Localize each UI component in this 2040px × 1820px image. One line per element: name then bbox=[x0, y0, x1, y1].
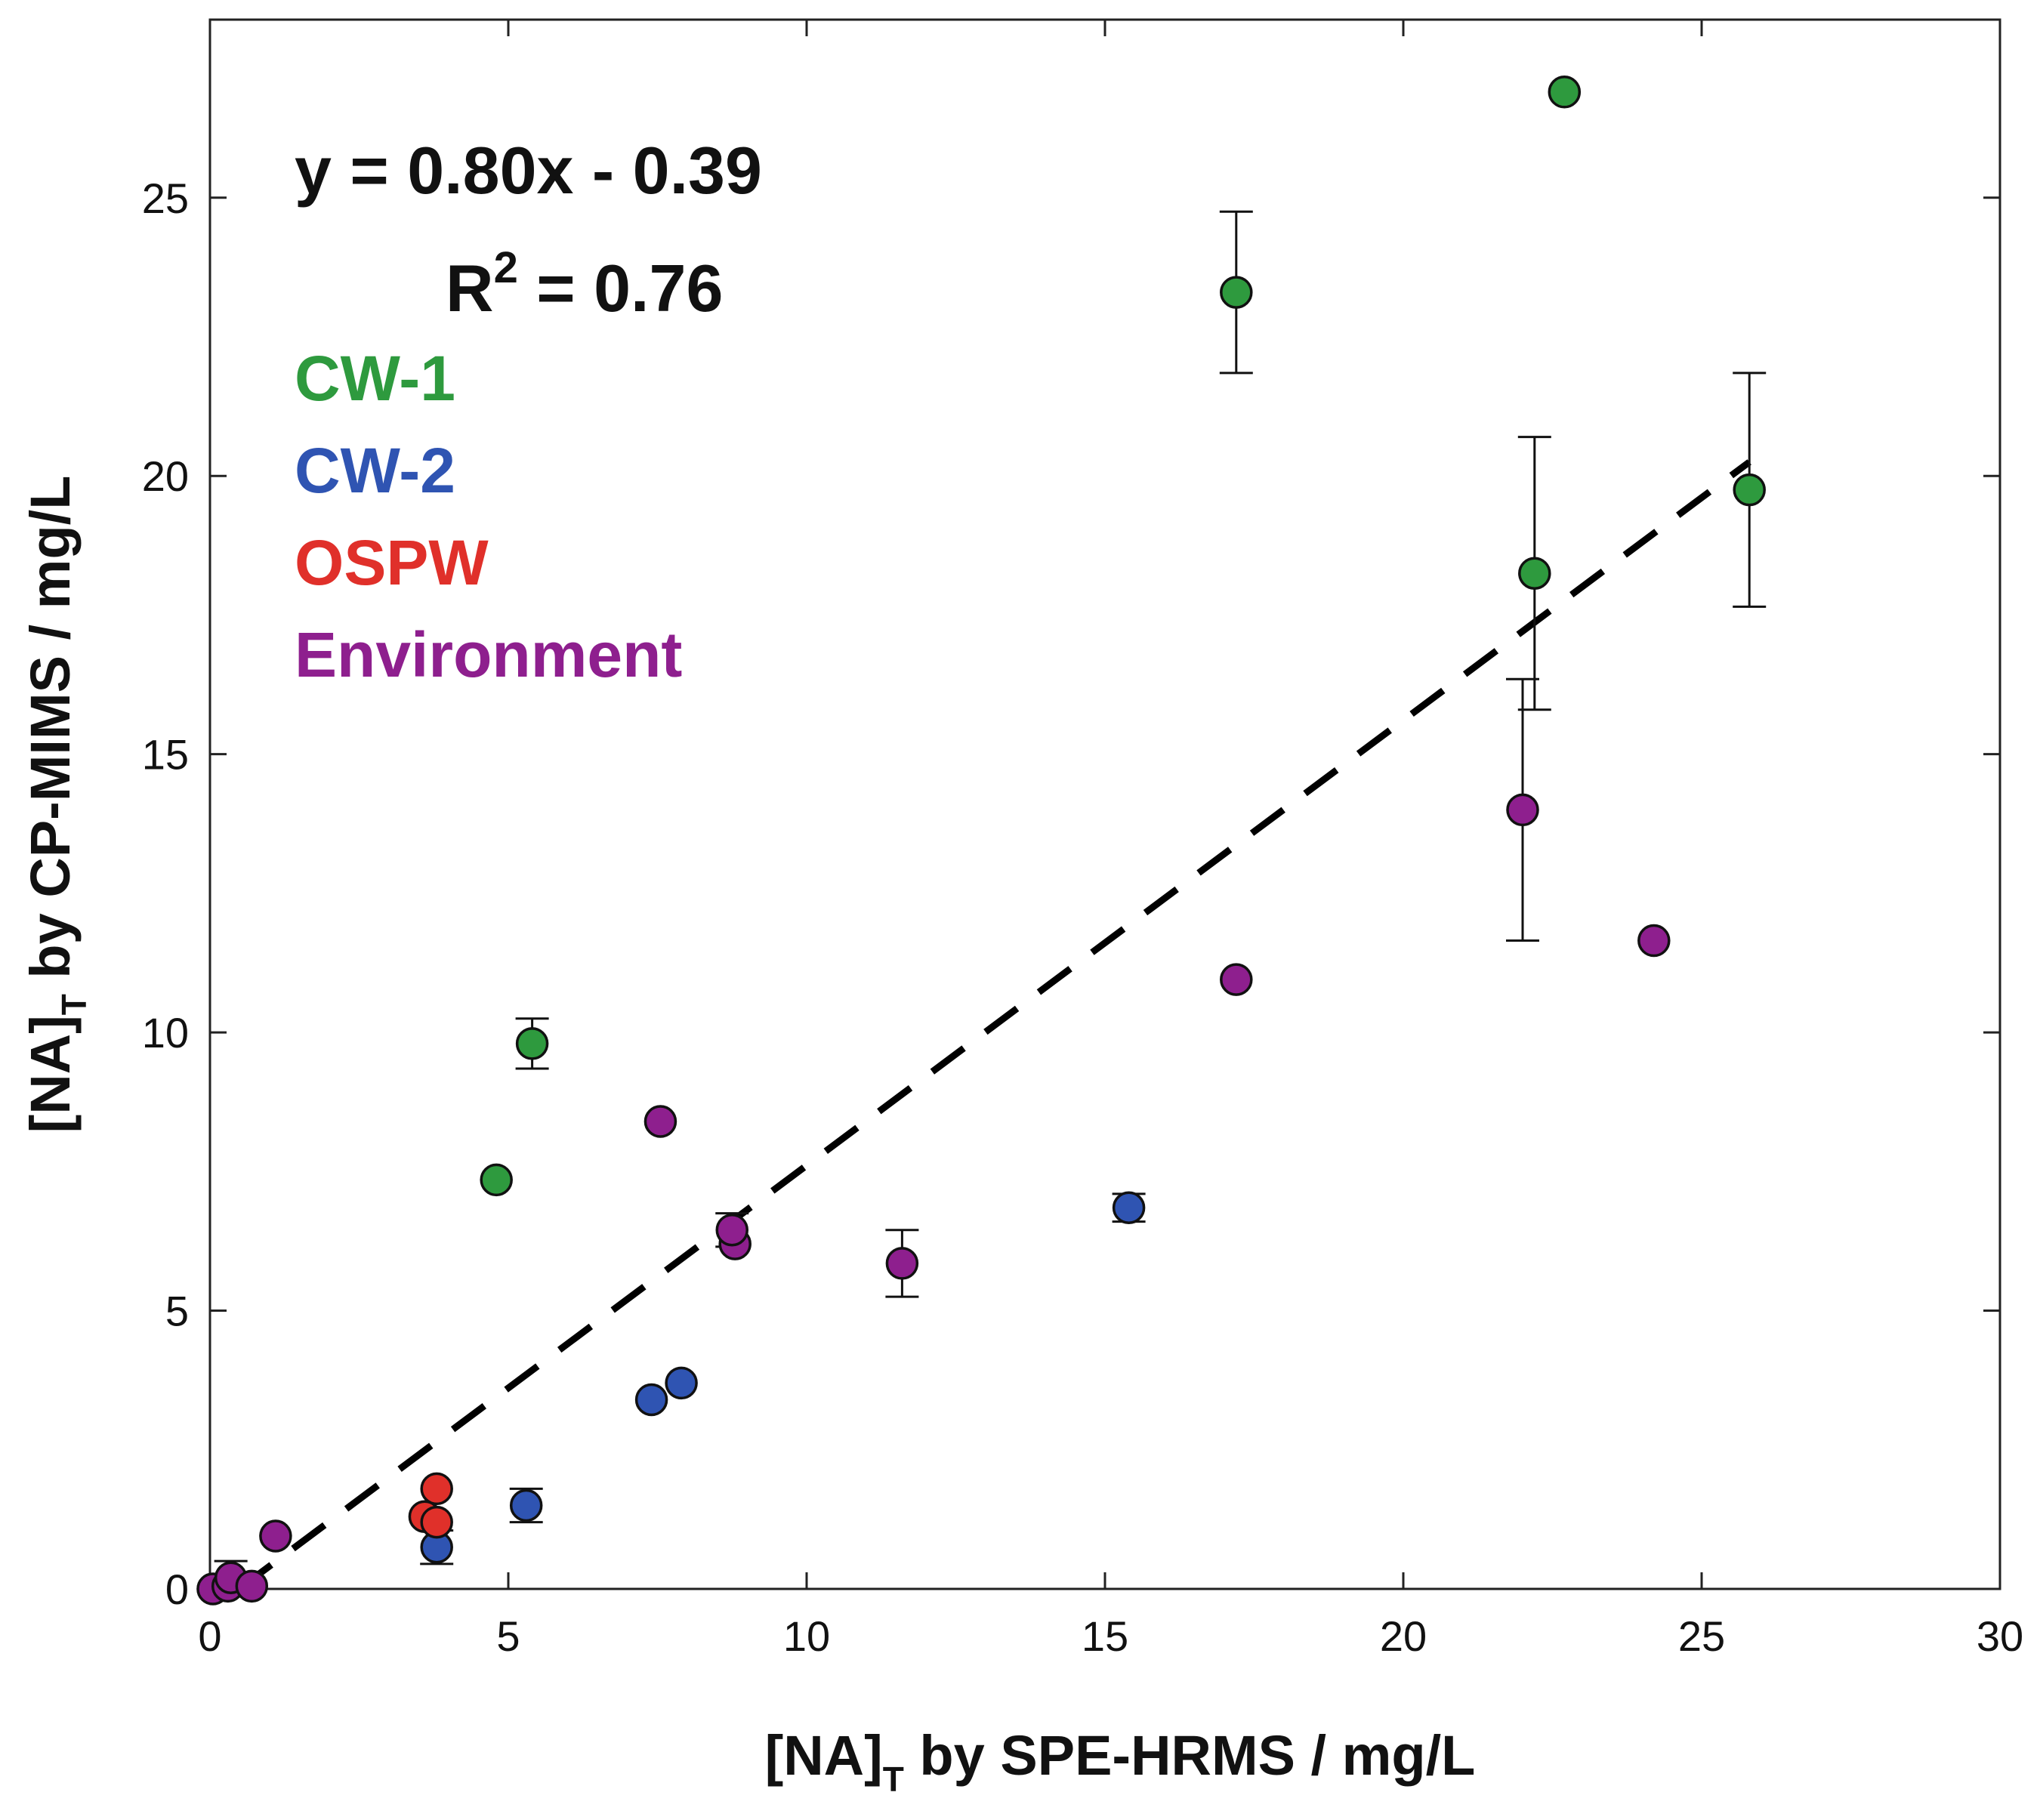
y-tick-label: 10 bbox=[142, 1009, 189, 1057]
y-tick-label: 15 bbox=[142, 731, 189, 779]
data-point-cw-1 bbox=[1220, 276, 1253, 309]
legend-entry-ospw: OSPW bbox=[295, 527, 489, 598]
y-tick-label: 5 bbox=[165, 1288, 189, 1335]
y-axis-title: [NA]T by CP-MIMS / mg/L bbox=[19, 476, 94, 1134]
data-point-environment bbox=[715, 1213, 748, 1247]
data-point-cw-1 bbox=[480, 1163, 513, 1197]
y-tick-label: 0 bbox=[165, 1566, 189, 1613]
x-tick-label: 10 bbox=[783, 1612, 830, 1660]
data-point-environment bbox=[885, 1247, 919, 1280]
x-axis-title: [NA]T by SPE-HRMS / mg/L bbox=[765, 1724, 1476, 1799]
data-point-cw-1 bbox=[1733, 473, 1766, 507]
y-tick-label: 20 bbox=[142, 452, 189, 500]
x-tick-label: 30 bbox=[1977, 1612, 2023, 1660]
x-tick-label: 0 bbox=[198, 1612, 221, 1660]
x-tick-label: 25 bbox=[1678, 1612, 1725, 1660]
y-tick-label: 25 bbox=[142, 174, 189, 222]
r-squared-rest: = 0.76 bbox=[518, 251, 724, 325]
data-point-environment bbox=[1506, 793, 1539, 827]
x-tick-label: 5 bbox=[496, 1612, 520, 1660]
data-point-ospw bbox=[420, 1472, 453, 1506]
data-point-cw-1 bbox=[1518, 557, 1551, 590]
data-point-environment bbox=[1637, 924, 1671, 958]
y-axis-title-sub: T bbox=[54, 994, 94, 1015]
data-point-cw-2 bbox=[634, 1383, 668, 1417]
x-axis-title-rest: by SPE-HRMS / mg/L bbox=[904, 1724, 1476, 1787]
data-point-environment bbox=[235, 1569, 269, 1603]
data-point-cw-2 bbox=[665, 1366, 698, 1400]
fit-equation: y = 0.80x - 0.39 bbox=[295, 133, 762, 208]
r-squared-superscript: 2 bbox=[494, 243, 518, 292]
fit-line bbox=[237, 459, 1751, 1591]
x-axis-title-sub: T bbox=[883, 1760, 904, 1799]
data-point-cw-2 bbox=[509, 1488, 543, 1522]
x-axis-title-main: [NA] bbox=[765, 1724, 883, 1787]
y-axis-title-main: [NA] bbox=[19, 1015, 82, 1133]
data-point-cw-1 bbox=[515, 1027, 549, 1060]
legend-entry-cw-2: CW-2 bbox=[295, 435, 455, 506]
legend-entry-cw-1: CW-1 bbox=[295, 343, 455, 414]
legend-entry-environment: Environment bbox=[295, 619, 682, 690]
data-point-environment bbox=[1220, 963, 1253, 996]
data-point-environment bbox=[259, 1519, 292, 1553]
data-point-environment bbox=[643, 1105, 677, 1138]
x-tick-label: 20 bbox=[1380, 1612, 1427, 1660]
data-point-cw-1 bbox=[1548, 76, 1582, 109]
r-squared-prefix: R bbox=[446, 251, 494, 325]
r-squared: R2 = 0.76 bbox=[446, 243, 723, 325]
data-point-cw-2 bbox=[1112, 1191, 1146, 1224]
data-point-ospw bbox=[420, 1505, 453, 1539]
x-tick-label: 15 bbox=[1082, 1612, 1128, 1660]
y-axis-title-rest: by CP-MIMS / mg/L bbox=[19, 476, 82, 995]
